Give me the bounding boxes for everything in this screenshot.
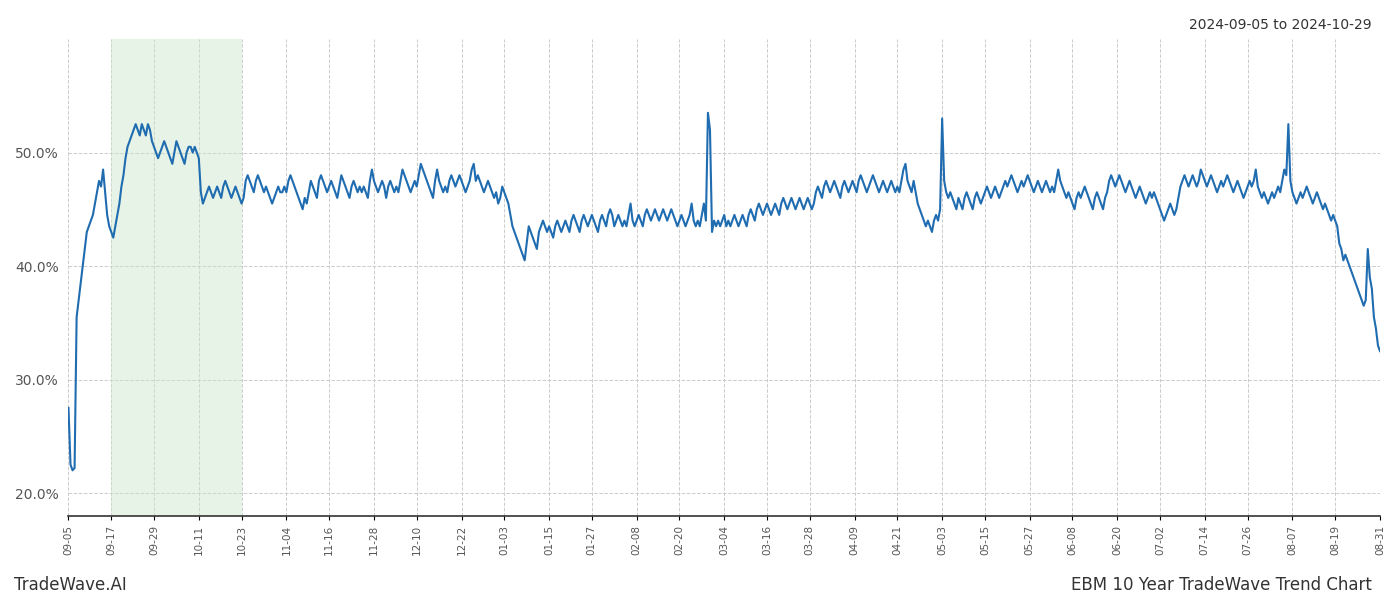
Text: EBM 10 Year TradeWave Trend Chart: EBM 10 Year TradeWave Trend Chart <box>1071 576 1372 594</box>
Bar <box>111 39 242 516</box>
Text: 2024-09-05 to 2024-10-29: 2024-09-05 to 2024-10-29 <box>1190 18 1372 32</box>
Text: TradeWave.AI: TradeWave.AI <box>14 576 127 594</box>
